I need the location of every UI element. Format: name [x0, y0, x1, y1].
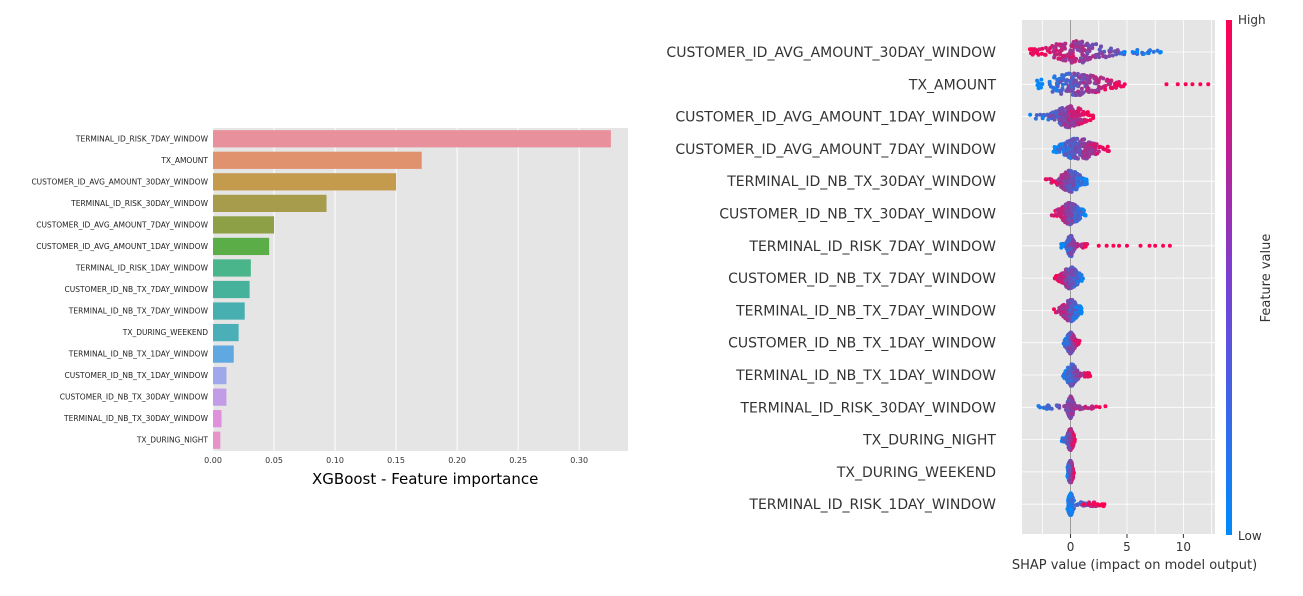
bar: [213, 388, 227, 406]
feature-label: CUSTOMER_ID_NB_TX_30DAY_WINDOW: [719, 207, 996, 223]
bar: [213, 151, 422, 169]
x-tick-label: 0.15: [387, 456, 405, 465]
bar: [213, 216, 275, 234]
bar: [213, 410, 222, 428]
x-tick-label: 0.05: [265, 456, 283, 465]
feature-importance-caption: XGBoost - Feature importance: [312, 470, 539, 488]
feature-points: [1065, 491, 1107, 518]
y-tick-label: TERMINAL_ID_NB_TX_7DAY_WINDOW: [68, 307, 209, 316]
y-tick-label: CUSTOMER_ID_NB_TX_1DAY_WINDOW: [65, 371, 209, 380]
feature-points: [1035, 71, 1211, 98]
bar: [213, 302, 245, 320]
y-tick-label: CUSTOMER_ID_AVG_AMOUNT_30DAY_WINDOW: [31, 177, 208, 186]
feature-points: [1065, 458, 1076, 485]
plot-background: [1022, 20, 1215, 534]
x-tick-label: 0: [1067, 540, 1075, 554]
feature-label: TERMINAL_ID_RISK_30DAY_WINDOW: [740, 400, 997, 416]
bar: [213, 130, 611, 148]
feature-points: [1028, 104, 1096, 130]
bar: [213, 237, 270, 256]
y-tick-label: TERMINAL_ID_RISK_7DAY_WINDOW: [75, 134, 209, 143]
feature-points: [1049, 200, 1088, 227]
feature-label: CUSTOMER_ID_AVG_AMOUNT_1DAY_WINDOW: [675, 110, 996, 126]
bar: [213, 345, 234, 363]
colorbar-high-label: High: [1238, 13, 1266, 27]
feature-points: [1036, 394, 1108, 421]
bar: [213, 367, 227, 385]
bar: [213, 431, 221, 449]
feature-label: TERMINAL_ID_RISK_1DAY_WINDOW: [748, 497, 996, 513]
y-tick-label: CUSTOMER_ID_AVG_AMOUNT_7DAY_WINDOW: [36, 220, 208, 229]
x-tick-label: 10: [1176, 540, 1191, 554]
x-tick-label: 0.20: [448, 456, 466, 465]
feature-label: CUSTOMER_ID_NB_TX_7DAY_WINDOW: [728, 271, 996, 287]
feature-label: TERMINAL_ID_RISK_7DAY_WINDOW: [748, 239, 996, 255]
feature-label: TX_DURING_WEEKEND: [836, 465, 996, 481]
x-tick-label: 0.10: [326, 456, 344, 465]
feature-points: [1059, 234, 1172, 259]
bar: [213, 173, 397, 191]
x-tick-label: 0.30: [570, 456, 588, 465]
feature-label: TX_DURING_NIGHT: [862, 433, 996, 449]
y-tick-label: TERMINAL_ID_RISK_1DAY_WINDOW: [75, 263, 209, 272]
y-tick-label: CUSTOMER_ID_NB_TX_7DAY_WINDOW: [65, 285, 209, 294]
x-tick-label: 5: [1123, 540, 1131, 554]
colorbar-low-label: Low: [1238, 529, 1262, 543]
y-tick-label: CUSTOMER_ID_AVG_AMOUNT_1DAY_WINDOW: [36, 242, 208, 251]
feature-points: [1059, 426, 1077, 453]
feature-points: [1061, 330, 1082, 356]
y-tick-label: TX_DURING_WEEKEND: [122, 328, 208, 337]
y-tick-label: TX_DURING_NIGHT: [136, 436, 209, 445]
y-tick-label: TERMINAL_ID_RISK_30DAY_WINDOW: [70, 199, 208, 208]
x-tick-label: 0.00: [204, 456, 222, 465]
shap-summary-chart: CUSTOMER_ID_AVG_AMOUNT_30DAY_WINDOW TX_AM…: [666, 13, 1274, 573]
y-tick-label: TERMINAL_ID_NB_TX_1DAY_WINDOW: [68, 350, 209, 359]
bar: [213, 280, 250, 299]
feature-points: [1051, 136, 1111, 161]
y-tick-label: CUSTOMER_ID_NB_TX_30DAY_WINDOW: [60, 393, 209, 402]
feature-points: [1052, 265, 1085, 291]
bar: [213, 323, 239, 342]
feature-label: TERMINAL_ID_NB_TX_1DAY_WINDOW: [735, 368, 996, 384]
x-tick-label: 0.25: [509, 456, 527, 465]
feature-label: CUSTOMER_ID_AVG_AMOUNT_7DAY_WINDOW: [675, 142, 996, 158]
feature-label: TERMINAL_ID_NB_TX_7DAY_WINDOW: [735, 303, 996, 319]
feature-label: CUSTOMER_ID_AVG_AMOUNT_30DAY_WINDOW: [666, 45, 996, 61]
feature-label: TX_AMOUNT: [908, 77, 997, 93]
y-tick-label: TX_AMOUNT: [160, 156, 208, 165]
bar: [213, 259, 251, 277]
bar: [213, 194, 327, 212]
colorbar: [1226, 20, 1232, 535]
colorbar-label: Feature value: [1259, 234, 1274, 323]
feature-points: [1061, 362, 1093, 388]
feature-label: CUSTOMER_ID_NB_TX_1DAY_WINDOW: [728, 336, 996, 352]
y-tick-label: TERMINAL_ID_NB_TX_30DAY_WINDOW: [63, 414, 209, 423]
feature-points: [1043, 168, 1089, 194]
feature-label: TERMINAL_ID_NB_TX_30DAY_WINDOW: [726, 174, 996, 190]
x-axis-label: SHAP value (impact on model output): [1012, 558, 1257, 573]
feature-importance-chart: 0.00 0.05 0.10 0.15 0.20 0.25 0.30 TERMINAL_ID_…: [31, 128, 628, 465]
feature-points: [1027, 39, 1163, 65]
feature-points: [1051, 297, 1084, 324]
